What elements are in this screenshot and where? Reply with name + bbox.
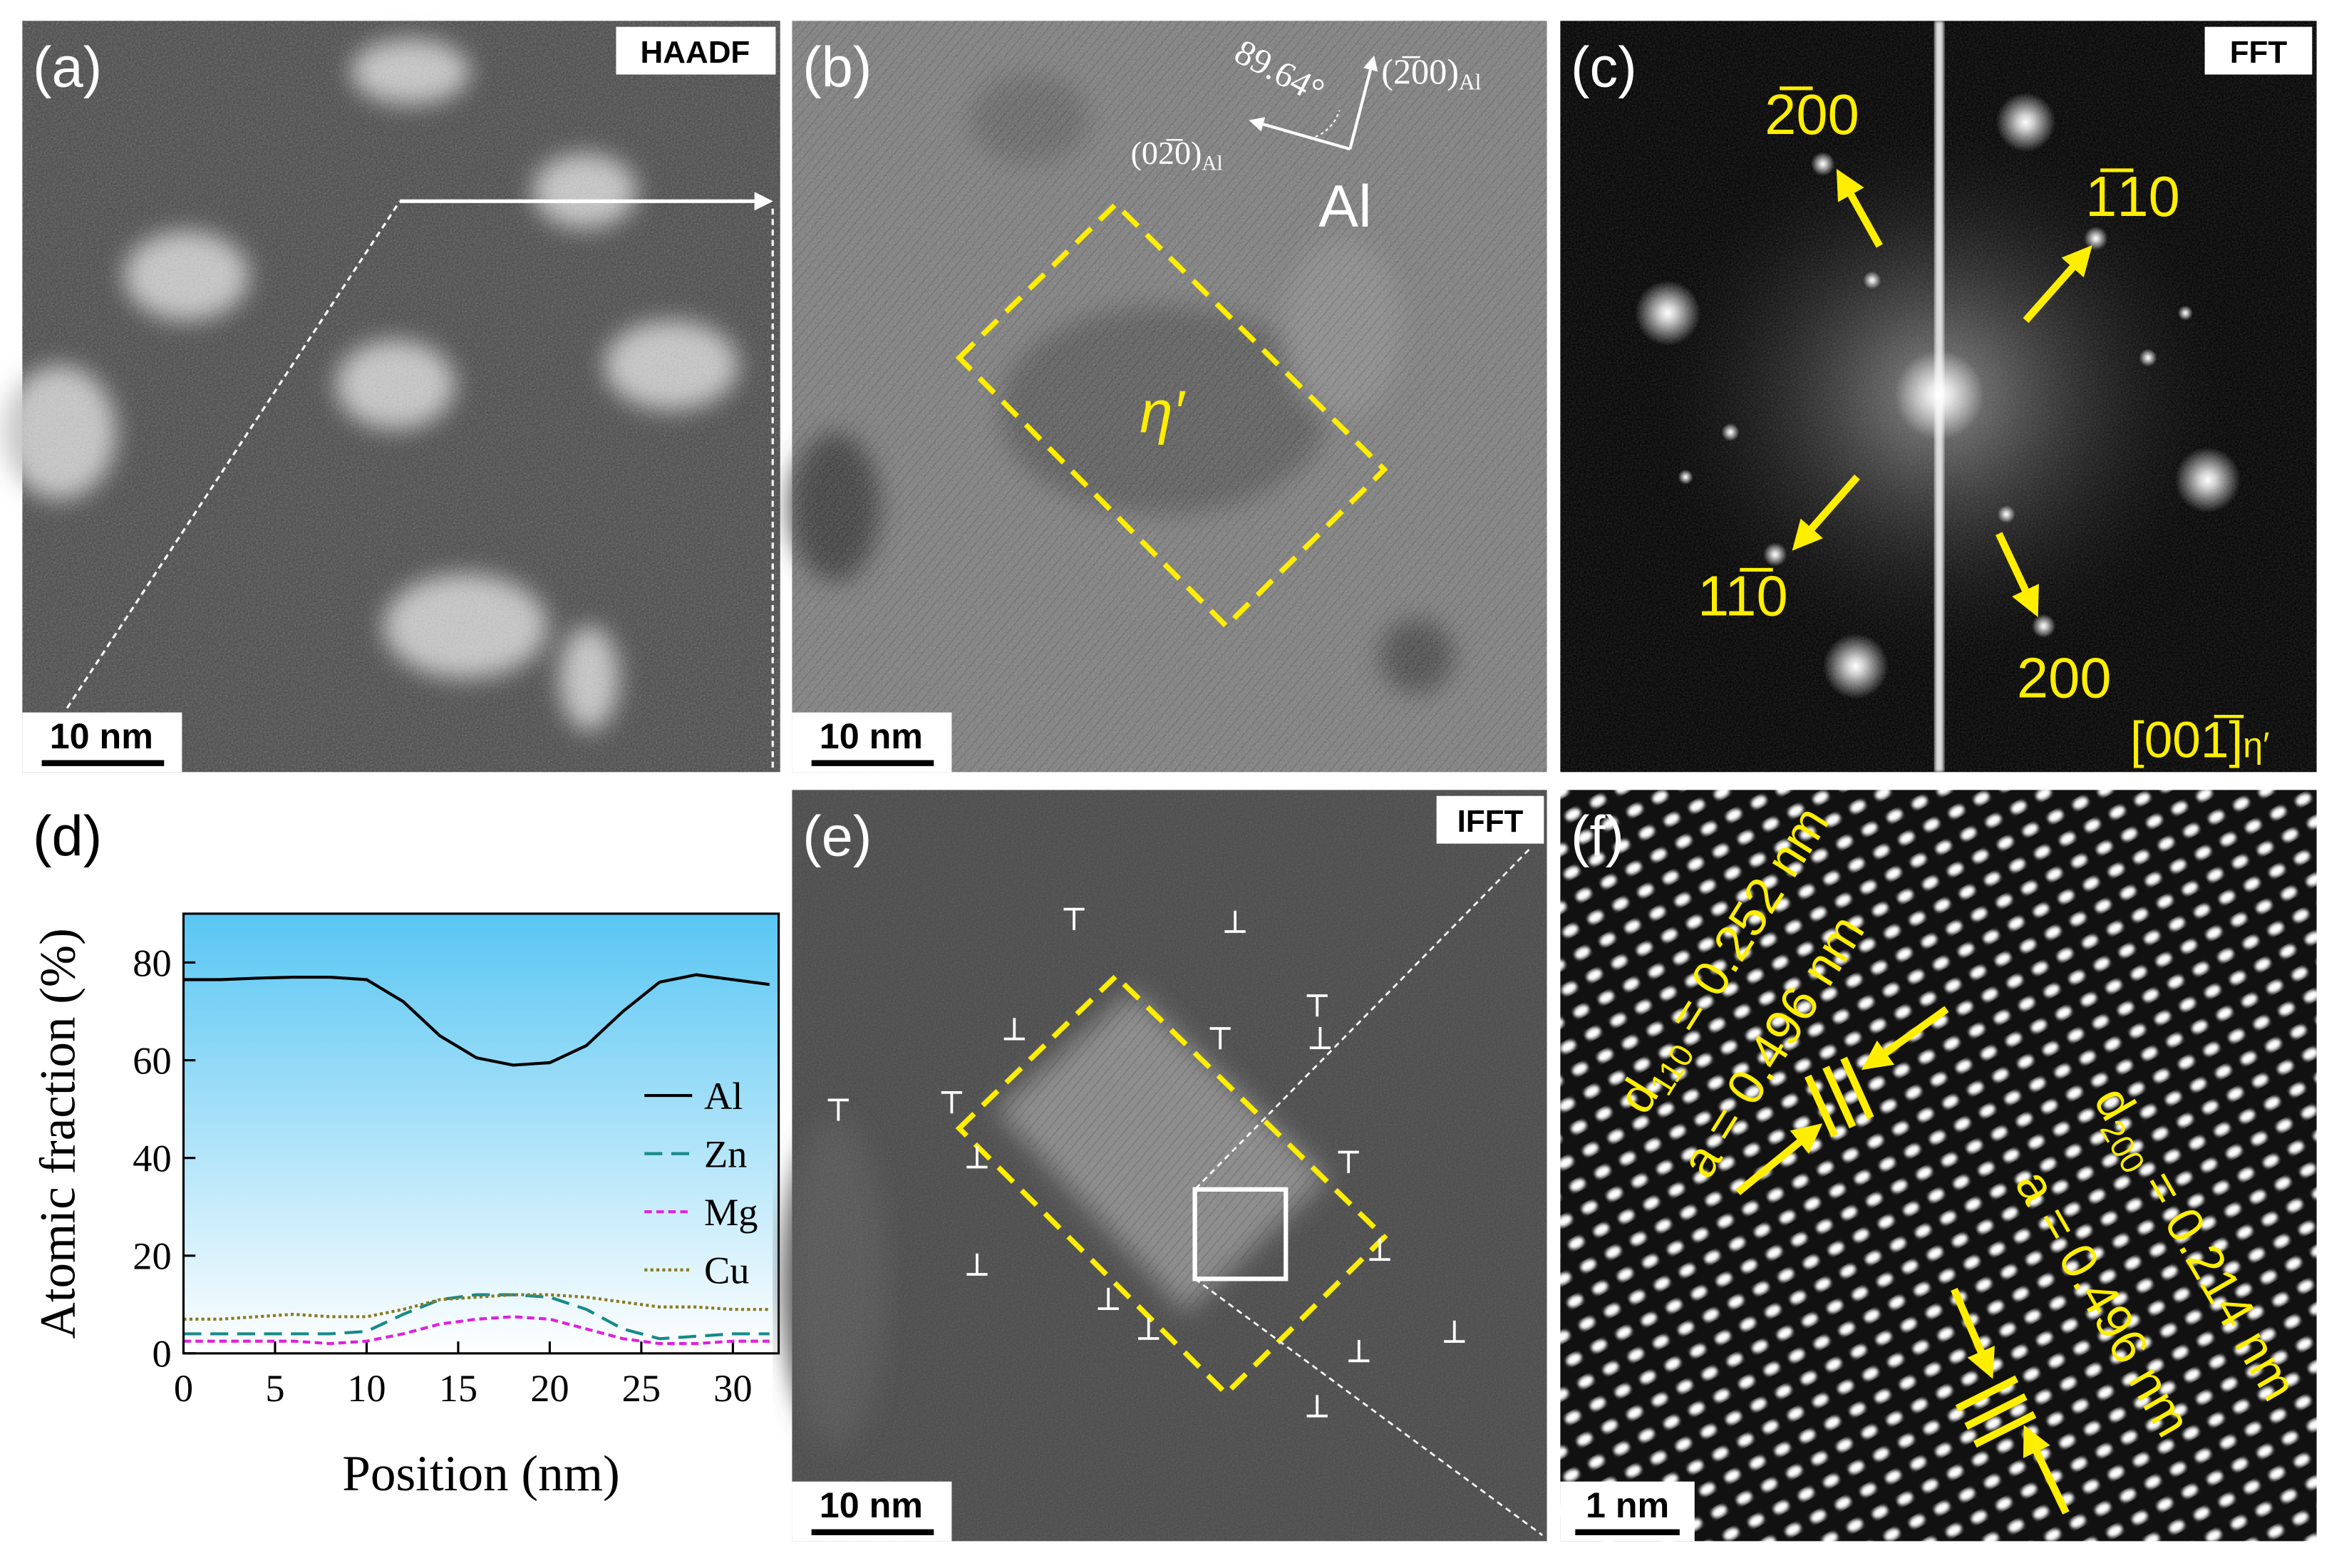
spot-label: 11̅0 <box>1698 564 1788 628</box>
diffraction-spot <box>1863 271 1881 289</box>
diffraction-spot <box>2084 226 2108 251</box>
x-tick-label: 20 <box>530 1367 569 1410</box>
dislocation <box>827 1098 849 1121</box>
badge-box <box>616 26 776 75</box>
panel-label: (c) <box>1571 35 1637 98</box>
panel-label: (e) <box>802 804 872 867</box>
scale-bar-label: 10 nm <box>50 716 153 756</box>
badge: HAADF <box>640 35 750 70</box>
y-axis-label: Atomic fraction (%) <box>31 928 86 1339</box>
badge-box <box>2204 26 2313 75</box>
panel-label: (f) <box>1571 804 1624 867</box>
y-tick-label: 20 <box>133 1235 171 1278</box>
scale-bar-label: 10 nm <box>820 1485 923 1525</box>
diffraction-spot <box>2174 447 2241 513</box>
legend-label: Mg <box>704 1191 758 1234</box>
panel-a-image <box>3 21 780 773</box>
panel-c-image <box>1560 21 2317 773</box>
panel-label: (d) <box>33 804 102 867</box>
panel-label: (a) <box>33 35 102 98</box>
precipitate-label: η′ <box>1140 378 1186 445</box>
x-tick-label: 15 <box>439 1367 477 1410</box>
diffraction-spot <box>1822 633 1889 699</box>
diffraction-spot <box>2031 614 2056 639</box>
dislocation <box>1309 1026 1331 1050</box>
dislocation <box>966 1146 988 1169</box>
panel-f-image <box>1560 790 2317 1542</box>
badge-box <box>1436 795 1544 844</box>
dislocation <box>1306 1395 1328 1418</box>
x-tick-label: 5 <box>265 1367 284 1410</box>
x-tick-label: 25 <box>622 1367 661 1410</box>
dislocation <box>966 1253 988 1276</box>
diffraction-spot <box>1995 92 2056 153</box>
series-line <box>183 1293 770 1321</box>
zone-axis: [001̅]η′ <box>2130 712 2270 768</box>
direction-label: (2̅00)Al <box>1381 51 1481 94</box>
dislocation <box>1138 1317 1160 1340</box>
legend-label: Al <box>704 1075 743 1118</box>
diffraction-spot <box>1721 423 1740 442</box>
panel-b-image <box>790 21 1547 773</box>
diffraction-spot <box>1763 542 1787 567</box>
spot-label: 200 <box>2017 646 2112 710</box>
zone-axis-phase: η′ <box>2243 725 2269 765</box>
x-tick-label: 0 <box>174 1367 193 1410</box>
y-tick-label: 60 <box>133 1039 171 1082</box>
dislocation <box>1444 1320 1465 1343</box>
zone-axis-index: [001̅] <box>2130 712 2244 768</box>
scale-bar-label: 1 nm <box>1586 1485 1669 1525</box>
dislocation <box>1348 1340 1370 1363</box>
y-tick-label: 0 <box>153 1333 172 1376</box>
dislocation <box>1003 1018 1025 1041</box>
series-line <box>183 1315 770 1346</box>
direction-label: (02̅0)Al <box>1131 135 1223 175</box>
dislocation <box>1224 910 1246 933</box>
diffraction-spot <box>1811 152 1835 176</box>
diffraction-spot <box>1678 469 1693 485</box>
panel-e-image <box>783 790 1547 1542</box>
direction-sub: Al <box>1202 152 1222 175</box>
y-tick-label: 80 <box>133 942 171 984</box>
dislocation <box>1209 1027 1231 1050</box>
dislocation <box>1306 994 1328 1017</box>
panel-label: (b) <box>802 35 872 98</box>
x-tick-label: 10 <box>347 1367 386 1410</box>
series-line <box>183 973 770 1067</box>
dislocation <box>1063 907 1085 930</box>
series-line <box>183 1293 770 1341</box>
diffraction-spot <box>2177 305 2193 321</box>
spot-label: 1̅10 <box>2085 165 2180 228</box>
legend-label: Zn <box>704 1133 747 1175</box>
x-tick-label: 30 <box>713 1367 752 1410</box>
panel-d-chart: 0 20 40 60 80 0 5 10 15 20 25 30 Position (nm) Atomic… <box>31 912 780 1502</box>
diffraction-spot <box>1997 505 2015 524</box>
spot-label: 2̅00 <box>1765 83 1859 146</box>
dislocation <box>1369 1238 1390 1261</box>
scale-bar-label: 10 nm <box>820 716 923 756</box>
diffraction-spot <box>2139 349 2157 367</box>
dislocation <box>1098 1287 1119 1311</box>
x-axis-label: Position (nm) <box>342 1446 619 1502</box>
direction-sub: Al <box>1459 69 1482 94</box>
badge: IFFT <box>1457 804 1524 839</box>
diffraction-spot <box>1894 350 1984 440</box>
matrix-label: Al <box>1318 172 1371 239</box>
legend-label: Cu <box>704 1249 749 1292</box>
direction: (02̅0) <box>1131 135 1202 171</box>
direction: (2̅00) <box>1381 51 1459 91</box>
y-tick-label: 40 <box>133 1138 171 1180</box>
diffraction-spot <box>1635 280 1701 346</box>
badge: FFT <box>2230 35 2288 70</box>
dislocation <box>1338 1150 1359 1173</box>
dislocation <box>941 1091 963 1114</box>
